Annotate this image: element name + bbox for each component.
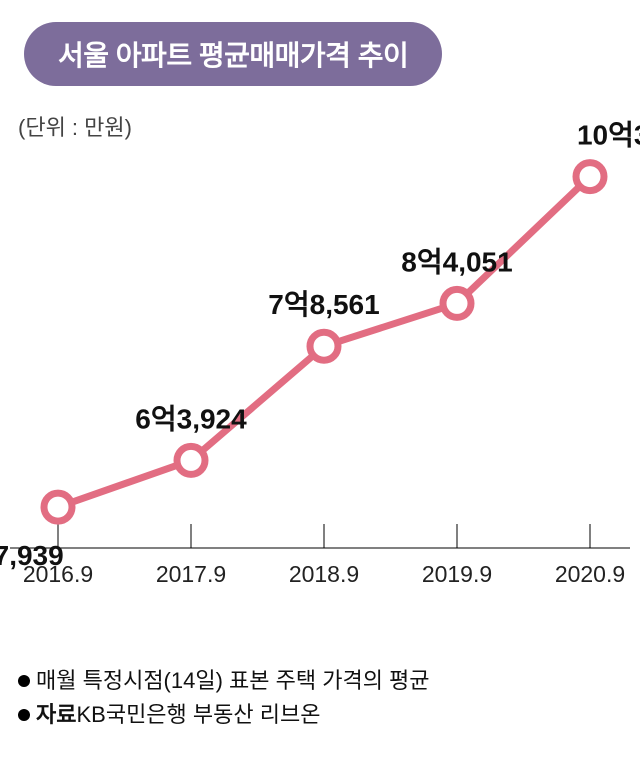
svg-text:7억8,561: 7억8,561	[268, 289, 379, 320]
svg-text:2018.9: 2018.9	[289, 561, 359, 587]
chart-title-text: 서울 아파트 평균매매가격 추이	[58, 40, 408, 71]
svg-text:2017.9: 2017.9	[156, 561, 226, 587]
footnote-2-rest: KB국민은행 부동산 리브온	[76, 698, 320, 732]
line-chart: 2016.92017.92018.92019.92020.95억7,9396억3…	[0, 100, 640, 620]
footnote-1: 매월 특정시점(14일) 표본 주택 가격의 평균	[18, 664, 430, 698]
svg-text:8억4,051: 8억4,051	[401, 246, 512, 277]
chart-footnotes: 매월 특정시점(14일) 표본 주택 가격의 평균 자료 KB국민은행 부동산 …	[18, 664, 430, 732]
svg-text:5억7,939: 5억7,939	[0, 540, 64, 571]
footnote-2-prefix: 자료	[36, 698, 76, 732]
bullet-icon	[18, 709, 30, 721]
svg-text:6억3,924: 6억3,924	[135, 403, 247, 434]
svg-text:2019.9: 2019.9	[422, 561, 492, 587]
bullet-icon	[18, 675, 30, 687]
chart-title-pill: 서울 아파트 평균매매가격 추이	[24, 22, 442, 86]
svg-text:2020.9: 2020.9	[555, 561, 625, 587]
chart-svg: 2016.92017.92018.92019.92020.95억7,9396억3…	[0, 100, 640, 620]
footnote-2: 자료 KB국민은행 부동산 리브온	[18, 698, 430, 732]
footnote-1-text: 매월 특정시점(14일) 표본 주택 가격의 평균	[36, 664, 430, 698]
svg-text:10억311: 10억311	[577, 120, 640, 151]
